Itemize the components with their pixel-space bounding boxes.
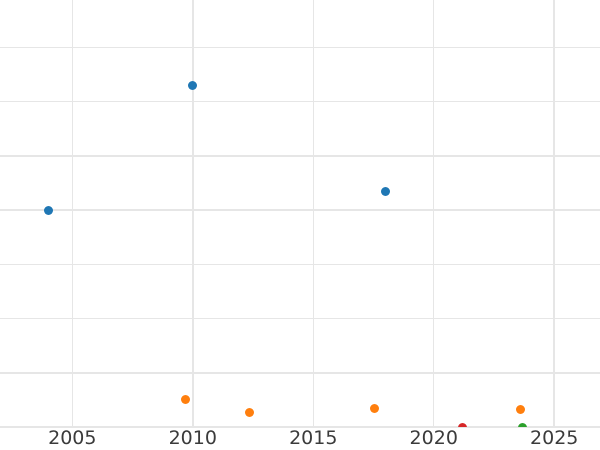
horizontal-gridline xyxy=(0,317,600,320)
data-point-series-blue[interactable] xyxy=(43,205,53,215)
data-point-series-orange[interactable] xyxy=(515,404,525,414)
data-point-series-green[interactable] xyxy=(518,422,528,427)
data-point-series-orange[interactable] xyxy=(181,395,191,405)
vertical-gridline xyxy=(71,0,74,428)
data-point-series-orange[interactable] xyxy=(244,408,254,418)
vertical-gridline xyxy=(432,0,435,428)
x-tick-label: 2010 xyxy=(168,427,217,449)
data-point-series-orange[interactable] xyxy=(370,404,380,414)
x-tick-label: 2005 xyxy=(48,427,97,449)
horizontal-gridline xyxy=(0,372,600,374)
horizontal-gridline xyxy=(0,155,600,157)
x-tick-label: 2025 xyxy=(530,427,579,449)
data-point-series-blue[interactable] xyxy=(381,186,391,196)
grid-layer xyxy=(0,0,600,428)
horizontal-gridline xyxy=(0,426,600,428)
horizontal-gridline xyxy=(0,209,600,211)
horizontal-gridline xyxy=(0,46,600,49)
vertical-gridline xyxy=(192,0,194,428)
x-axis: 2005 2010 2015 2020 2025 xyxy=(0,427,600,450)
data-points-layer xyxy=(43,80,528,427)
x-tick-label: 2015 xyxy=(289,427,338,449)
data-point-series-red[interactable] xyxy=(458,422,468,427)
vertical-gridline xyxy=(553,0,555,428)
x-tick-label: 2020 xyxy=(409,427,458,449)
vertical-gridline xyxy=(312,0,314,428)
horizontal-gridline xyxy=(0,263,600,266)
horizontal-gridline xyxy=(0,100,600,103)
data-point-series-blue[interactable] xyxy=(188,80,198,90)
